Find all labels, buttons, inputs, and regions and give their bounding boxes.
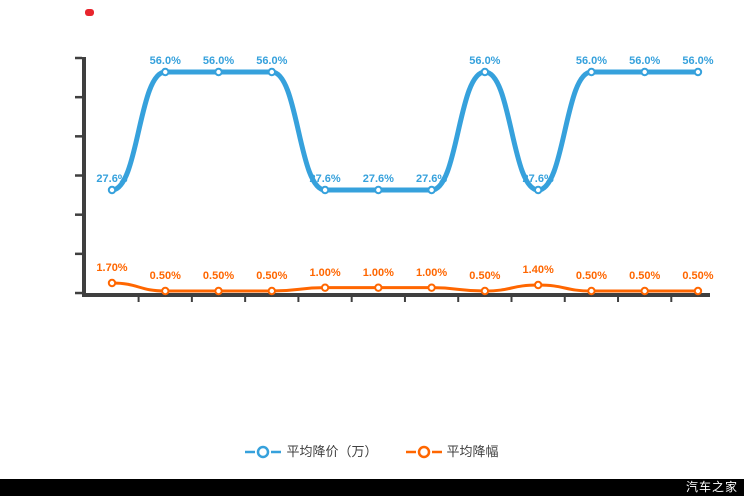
data-label-blue-7: 27.6%: [416, 173, 448, 185]
data-label-blue-1: 27.6%: [96, 173, 128, 185]
legend-label-series-2: 平均降幅: [446, 444, 499, 459]
data-label-orange-8: 0.50%: [469, 270, 501, 282]
data-label-blue-9: 27.6%: [522, 173, 554, 185]
data-label-blue-12: 56.0%: [682, 55, 714, 67]
data-label-blue-3: 56.0%: [202, 55, 235, 67]
watermark-bar: 汽车之家: [0, 479, 744, 496]
data-label-blue-6: 27.6%: [362, 173, 394, 185]
legend-line-marker-blue-icon: [245, 445, 282, 459]
data-label-blue-10: 56.0%: [575, 55, 608, 67]
data-label-blue-2: 56.0%: [149, 55, 181, 67]
chart-legend: 平均降价（万） 平均降幅: [0, 441, 744, 463]
data-label-orange-10: 0.50%: [575, 270, 608, 282]
data-label-orange-2: 0.50%: [149, 270, 181, 282]
legend-item-series-1[interactable]: 平均降价（万）: [245, 444, 378, 460]
data-label-orange-1: 1.70%: [96, 262, 128, 274]
data-label-blue-8: 56.0%: [469, 55, 501, 67]
red-marker-artifact: [85, 9, 94, 16]
data-label-orange-5: 1.00%: [309, 266, 341, 279]
data-label-blue-4: 56.0%: [256, 55, 288, 67]
legend-label-series-1: 平均降价（万）: [286, 444, 378, 459]
legend-line-marker-orange-icon: [405, 445, 442, 459]
data-label-orange-7: 1.00%: [416, 266, 448, 279]
data-label-orange-4: 0.50%: [256, 270, 288, 282]
data-label-blue-11: 56.0%: [629, 55, 661, 67]
data-label-blue-5: 27.6%: [309, 173, 341, 185]
data-label-orange-3: 0.50%: [202, 270, 235, 282]
watermark-text: 汽车之家: [685, 480, 738, 494]
legend-item-series-2[interactable]: 平均降幅: [405, 444, 499, 460]
data-label-orange-6: 1.00%: [362, 266, 394, 279]
data-label-orange-12: 0.50%: [682, 270, 714, 282]
data-label-orange-9: 1.40%: [522, 264, 554, 276]
data-label-orange-11: 0.50%: [629, 270, 661, 282]
